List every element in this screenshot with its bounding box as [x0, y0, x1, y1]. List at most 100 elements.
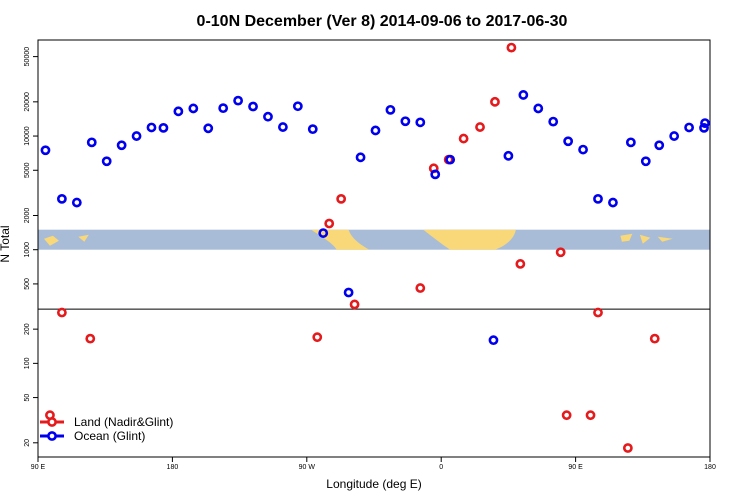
- y-tick-label: 5000: [24, 162, 31, 178]
- ocean-point: [400, 116, 411, 127]
- land-borneo: [620, 233, 633, 242]
- ocean-band: [38, 229, 710, 250]
- land-new-guinea: [657, 236, 673, 242]
- land-point: [649, 333, 660, 344]
- land-indonesia-west: [43, 235, 59, 246]
- land-point: [622, 443, 633, 453]
- x-tick-label: 180: [167, 464, 179, 471]
- ocean-point: [684, 122, 694, 133]
- ocean-point: [203, 123, 214, 134]
- land-africa: [423, 229, 516, 250]
- y-tick-label: 10000: [24, 126, 31, 146]
- land-point: [593, 307, 603, 318]
- ocean-point: [355, 152, 366, 163]
- ocean-point: [370, 125, 381, 136]
- ocean-point: [503, 150, 514, 161]
- ocean-point: [218, 103, 229, 114]
- legend-label: Land (Nadir&Glint): [74, 415, 173, 429]
- y-tick-label: 1000: [24, 242, 31, 258]
- ocean-point: [608, 197, 618, 208]
- land-indonesia-east: [78, 234, 89, 242]
- ocean-point: [71, 197, 82, 208]
- x-tick-label: 0: [439, 464, 443, 471]
- land-point: [349, 299, 360, 310]
- land-point: [490, 96, 500, 107]
- land-point: [56, 307, 67, 318]
- y-tick-label: 20: [24, 439, 31, 447]
- x-tick-label: 180: [704, 464, 716, 471]
- chart-title: 0-10N December (Ver 8) 2014-09-06 to 201…: [197, 13, 568, 30]
- ocean-point: [146, 122, 157, 133]
- ocean-point: [563, 136, 574, 147]
- ocean-point: [518, 90, 529, 100]
- land-point: [561, 410, 572, 421]
- ocean-point: [533, 103, 544, 114]
- ocean-point: [307, 124, 318, 135]
- y-tick-label: 100: [24, 357, 31, 369]
- ocean-point: [578, 144, 588, 155]
- map-band: [38, 229, 710, 250]
- ocean-point: [56, 193, 67, 204]
- x-tick-label: 90 E: [31, 464, 46, 471]
- ocean-point: [699, 122, 709, 133]
- ocean-point: [101, 156, 112, 167]
- land-point: [415, 283, 426, 293]
- ocean-point: [248, 101, 258, 112]
- y-tick-label: 200: [24, 323, 31, 335]
- ocean-point: [158, 122, 169, 133]
- ocean-point: [548, 116, 559, 127]
- ocean-point: [625, 137, 636, 148]
- ocean-point: [188, 103, 199, 114]
- legend: Land (Nadir&Glint)Ocean (Glint): [40, 415, 173, 443]
- ocean-point: [233, 95, 244, 106]
- y-tick-label: 50000: [24, 47, 31, 67]
- land-point: [458, 133, 469, 144]
- y-axis: 20 50 100 200 500 1000 2000 5000 10000 20000 50000: [24, 47, 38, 447]
- ocean-point: [654, 140, 665, 151]
- land-point: [585, 410, 596, 421]
- y-tick-label: 2000: [24, 208, 31, 224]
- land-point: [475, 122, 485, 132]
- data-points: [40, 42, 710, 453]
- legend-marker: [47, 431, 57, 441]
- land-point: [506, 42, 517, 53]
- legend-marker: [47, 417, 57, 427]
- land-point: [515, 259, 526, 269]
- x-axis: 90 E 180 90 W 0 90 E 180: [31, 457, 716, 471]
- ocean-point: [278, 122, 288, 132]
- ocean-point: [430, 169, 441, 180]
- land-point: [312, 332, 323, 343]
- x-tick-label: 90 W: [299, 464, 316, 471]
- plot-border: [37, 39, 711, 458]
- land-sulawesi: [639, 234, 651, 244]
- ocean-point: [318, 228, 329, 238]
- y-tick-label: 50: [24, 394, 31, 402]
- land-point: [85, 333, 96, 344]
- ocean-point: [415, 117, 426, 128]
- ocean-point: [669, 131, 680, 141]
- legend-label: Ocean (Glint): [74, 429, 145, 443]
- ocean-point: [640, 156, 651, 167]
- ocean-point: [292, 101, 303, 112]
- ocean-point: [131, 131, 142, 141]
- ocean-point: [385, 104, 396, 115]
- ocean-point: [488, 335, 499, 346]
- land-point: [555, 247, 566, 258]
- ocean-point: [173, 106, 184, 117]
- y-tick-label: 500: [24, 278, 31, 290]
- x-axis-label: Longitude (deg E): [326, 477, 421, 491]
- y-axis-label: N Total: [0, 225, 12, 262]
- x-tick-label: 90 E: [568, 464, 583, 471]
- ocean-point: [263, 111, 273, 122]
- ocean-point: [445, 154, 456, 165]
- ocean-point: [593, 193, 603, 204]
- ocean-point: [86, 137, 97, 148]
- ocean-point: [700, 118, 710, 128]
- ocean-point: [343, 287, 354, 298]
- y-tick-label: 20000: [24, 92, 31, 112]
- land-point: [336, 193, 347, 204]
- ocean-point: [116, 140, 127, 151]
- ocean-point: [40, 145, 51, 156]
- land-point: [324, 218, 335, 229]
